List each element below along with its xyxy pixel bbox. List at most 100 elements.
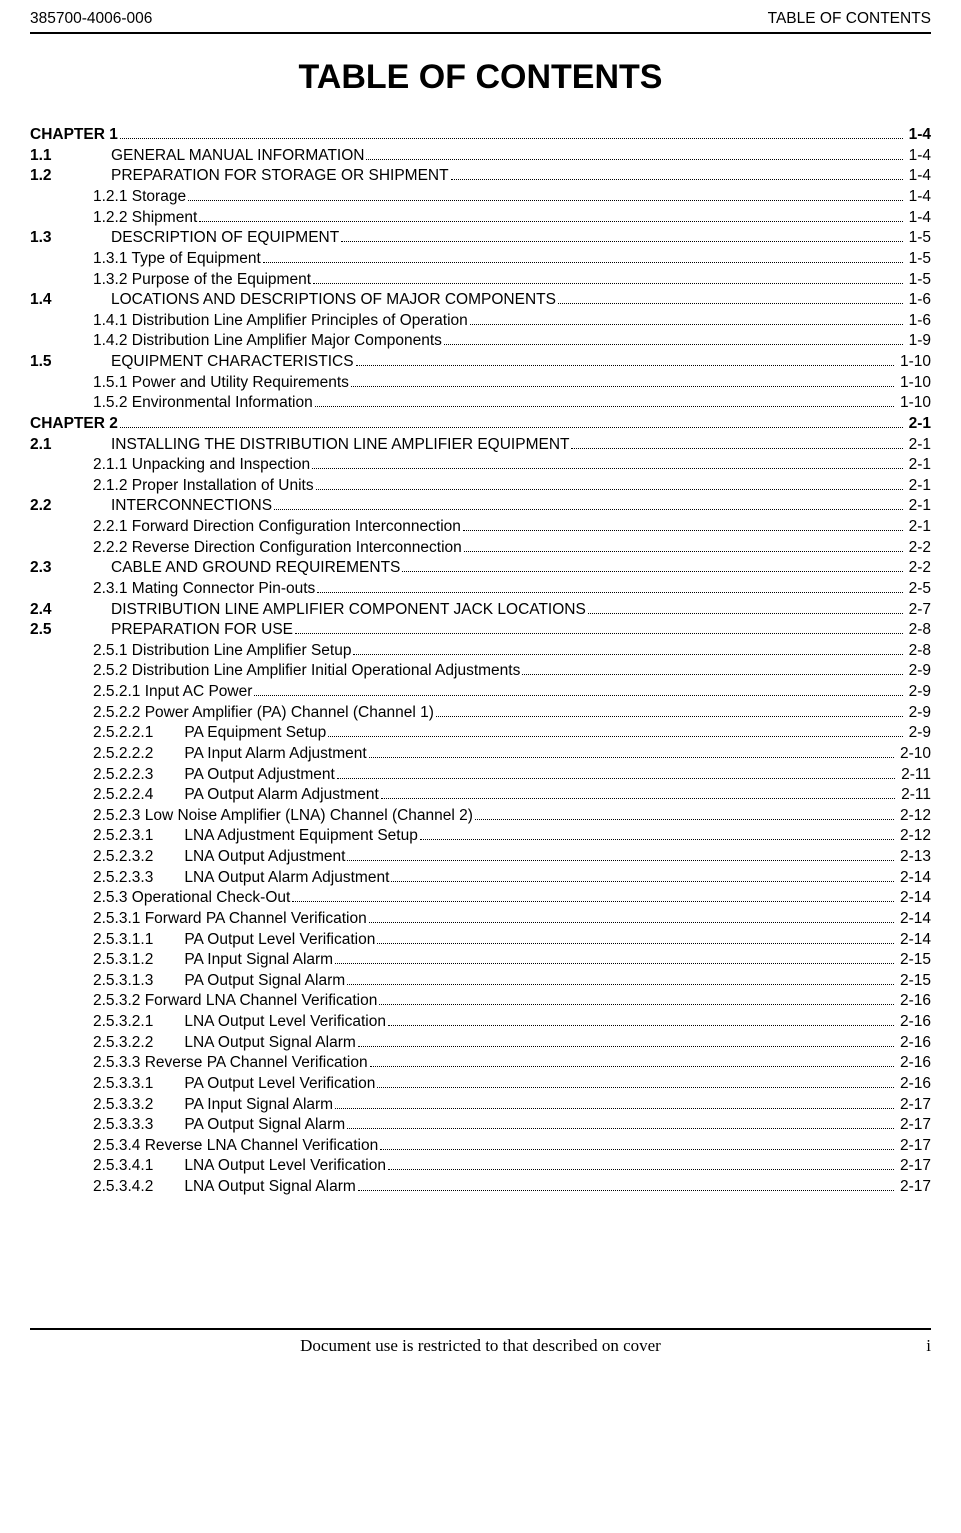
toc-page-number: 2-9 [905, 723, 931, 743]
header-right: TABLE OF CONTENTS [768, 10, 931, 28]
toc-leader-dots [366, 146, 902, 160]
toc-leader-dots [436, 703, 903, 717]
toc-title: 2.5.2.2 Power Amplifier (PA) Channel (Ch… [93, 703, 434, 723]
toc-row: 2.5.2.2 Power Amplifier (PA) Channel (Ch… [30, 703, 931, 724]
toc-row: 1.3.1 Type of Equipment 1-5 [30, 249, 931, 270]
toc-title: 2.5.3.3.3 PA Output Signal Alarm [93, 1115, 345, 1135]
toc-title: 2.5.3.3.1 PA Output Level Verification [93, 1074, 375, 1094]
toc-row: 2.2INTERCONNECTIONS 2-1 [30, 496, 931, 517]
toc-page-number: 2-13 [896, 847, 931, 867]
toc-row: 2.5.2.3.3 LNA Output Alarm Adjustment 2-… [30, 868, 931, 889]
toc-page-number: 1-9 [905, 331, 931, 351]
toc-title: CHAPTER 2 [30, 414, 118, 434]
toc-row: 2.3CABLE AND GROUND REQUIREMENTS 2-2 [30, 558, 931, 579]
toc-leader-dots [337, 764, 895, 778]
toc-row: 1.1GENERAL MANUAL INFORMATION 1-4 [30, 146, 931, 167]
toc-page-number: 1-4 [905, 166, 931, 186]
toc-title: 2.5.3.1 Forward PA Channel Verification [93, 909, 367, 929]
toc-page-number: 2-11 [897, 765, 931, 785]
toc-title: 2.1.1 Unpacking and Inspection [93, 455, 310, 475]
toc-leader-dots [254, 682, 902, 696]
toc-title: 1.2.2 Shipment [93, 208, 197, 228]
toc-row: 1.2.1 Storage 1-4 [30, 187, 931, 208]
page-container: 385700-4006-006 TABLE OF CONTENTS TABLE … [0, 0, 961, 1376]
toc-title: 2.5.3.2.2 LNA Output Signal Alarm [93, 1033, 356, 1053]
toc-leader-dots [558, 290, 903, 304]
toc-page-number: 2-14 [896, 930, 931, 950]
toc-page-number: 2-7 [905, 600, 931, 620]
toc-row: 2.5.3.4 Reverse LNA Channel Verification… [30, 1136, 931, 1157]
toc-title: 2.5.3.4.1 LNA Output Level Verification [93, 1156, 386, 1176]
toc-leader-dots [379, 991, 894, 1005]
toc-title: 2.5.2.2.1 PA Equipment Setup [93, 723, 326, 743]
toc-title: 2.5.3.3 Reverse PA Channel Verification [93, 1053, 368, 1073]
toc-title: 1.4.1 Distribution Line Amplifier Princi… [93, 311, 468, 331]
toc-title: 2.5.3 Operational Check-Out [93, 888, 290, 908]
toc-title: 2.5.2.3 Low Noise Amplifier (LNA) Channe… [93, 806, 473, 826]
toc-page-number: 2-15 [896, 950, 931, 970]
toc-leader-dots [341, 228, 902, 242]
main-title: TABLE OF CONTENTS [30, 58, 931, 97]
toc-title: 2.5.3.2.1 LNA Output Level Verification [93, 1012, 386, 1032]
toc-leader-dots [335, 950, 894, 964]
toc-leader-dots [391, 868, 894, 882]
toc-leader-dots [120, 125, 903, 139]
toc-title: 2.5.3.3.2 PA Input Signal Alarm [93, 1095, 333, 1115]
toc-title: 2.5.3.4 Reverse LNA Channel Verification [93, 1136, 378, 1156]
toc-row: 2.5.2.3.1 LNA Adjustment Equipment Setup… [30, 826, 931, 847]
toc-page-number: 2-9 [905, 703, 931, 723]
toc-leader-dots [451, 166, 903, 180]
header-rule [30, 32, 931, 34]
toc-title: CABLE AND GROUND REQUIREMENTS [111, 558, 400, 578]
toc-page-number: 2-1 [905, 476, 931, 496]
toc-section-number: 2.2 [30, 496, 111, 516]
toc-leader-dots [315, 393, 894, 407]
toc-leader-dots [464, 538, 903, 552]
toc-leader-dots [351, 373, 894, 387]
footer-center-text: Document use is restricted to that descr… [300, 1336, 661, 1356]
toc-leader-dots [388, 1156, 894, 1170]
toc-title: 1.3.1 Type of Equipment [93, 249, 261, 269]
toc-page-number: 2-1 [905, 517, 931, 537]
toc-section-number: 1.5 [30, 352, 111, 372]
toc-title: 1.2.1 Storage [93, 187, 186, 207]
toc-leader-dots [347, 971, 894, 985]
toc-row: 1.3DESCRIPTION OF EQUIPMENT 1-5 [30, 228, 931, 249]
toc-page-number: 2-17 [896, 1136, 931, 1156]
toc-row: 2.5.3.3.3 PA Output Signal Alarm 2-17 [30, 1115, 931, 1136]
toc-leader-dots [358, 1033, 894, 1047]
toc-page-number: 2-2 [905, 538, 931, 558]
toc-row: 1.3.2 Purpose of the Equipment 1-5 [30, 269, 931, 290]
toc-leader-dots [347, 847, 894, 861]
toc-row: 2.5.3.3.2 PA Input Signal Alarm 2-17 [30, 1094, 931, 1115]
toc-row: 2.5.2.2.4 PA Output Alarm Adjustment 2-1… [30, 785, 931, 806]
toc-row: 2.5.2.1 Input AC Power 2-9 [30, 682, 931, 703]
toc-page-number: 2-9 [905, 682, 931, 702]
toc-page-number: 1-4 [905, 125, 931, 145]
toc-section-number: 2.4 [30, 600, 111, 620]
toc-row: 1.4LOCATIONS AND DESCRIPTIONS OF MAJOR C… [30, 290, 931, 311]
toc-page-number: 2-16 [896, 991, 931, 1011]
toc-page-number: 2-17 [896, 1095, 931, 1115]
toc-title: 2.5.2.3.2 LNA Output Adjustment [93, 847, 345, 867]
toc-leader-dots [312, 455, 902, 469]
toc-row: 2.5.3.1 Forward PA Channel Verification … [30, 909, 931, 930]
toc-page-number: 2-9 [905, 661, 931, 681]
page-footer: Document use is restricted to that descr… [30, 1328, 931, 1356]
toc-page-number: 2-14 [896, 868, 931, 888]
page-header: 385700-4006-006 TABLE OF CONTENTS [30, 10, 931, 28]
toc-page-number: 1-4 [905, 208, 931, 228]
toc-row: 2.5.2.2.2 PA Input Alarm Adjustment 2-10 [30, 744, 931, 765]
toc-leader-dots [402, 558, 902, 572]
toc-title: 2.5.3.2 Forward LNA Channel Verification [93, 991, 377, 1011]
toc-row: 2.5.3.1.3 PA Output Signal Alarm 2-15 [30, 971, 931, 992]
toc-page-number: 2-12 [896, 806, 931, 826]
toc-row: 2.4DISTRIBUTION LINE AMPLIFIER COMPONENT… [30, 599, 931, 620]
toc-leader-dots [317, 579, 902, 593]
toc-page-number: 1-5 [905, 270, 931, 290]
toc-title: DESCRIPTION OF EQUIPMENT [111, 228, 339, 248]
toc-title: 2.2.2 Reverse Direction Configuration In… [93, 538, 462, 558]
toc-row: 1.2PREPARATION FOR STORAGE OR SHIPMENT 1… [30, 166, 931, 187]
toc-section-number: 1.1 [30, 146, 111, 166]
toc-row: 2.5.1 Distribution Line Amplifier Setup … [30, 641, 931, 662]
